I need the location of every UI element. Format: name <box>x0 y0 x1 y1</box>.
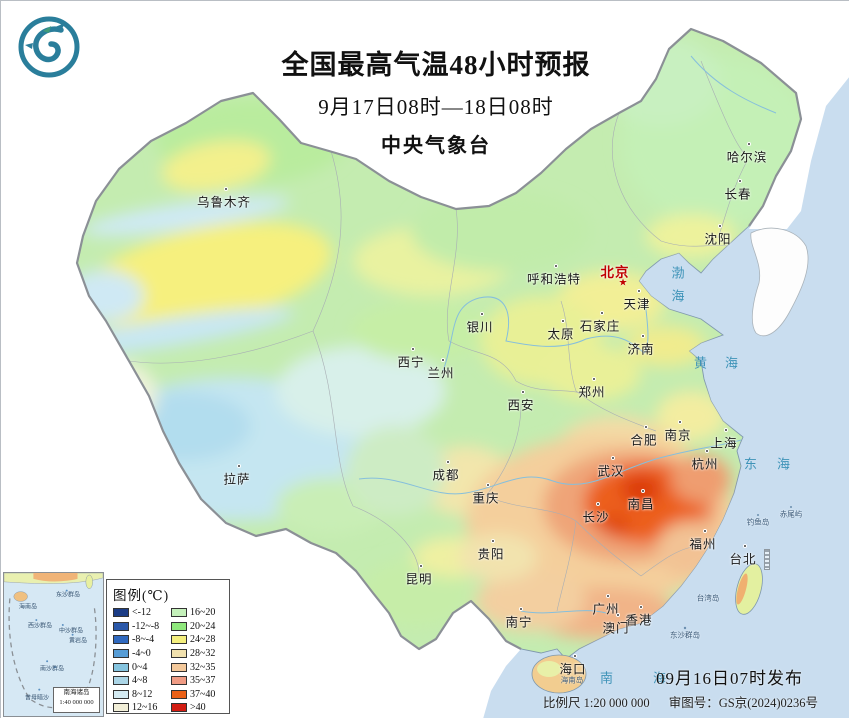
legend-swatch <box>171 608 187 618</box>
inset-island-label: 东沙群岛 <box>55 592 81 599</box>
legend-label: -4~0 <box>132 648 151 660</box>
inset-island-label: 西沙群岛 <box>27 623 53 630</box>
inset-island-label: 海南岛 <box>18 604 38 611</box>
forecast-period: 9月17日08时—18日08时 <box>318 94 554 119</box>
legend-label: -8~-4 <box>132 634 155 646</box>
legend-swatch <box>171 703 187 713</box>
legend-label: 32~35 <box>190 661 216 673</box>
taiwan-island <box>735 563 763 615</box>
inset-scale-box: 南海诸岛 1:40 000 000 <box>53 687 100 713</box>
cma-dragon-logo <box>18 16 80 78</box>
rivers <box>358 55 777 614</box>
legend-swatch <box>113 649 129 659</box>
legend-swatch <box>113 635 129 645</box>
legend-swatch <box>113 703 129 713</box>
legend-label: 8~12 <box>132 688 153 700</box>
territory-hatch-marker <box>764 549 770 570</box>
legend-swatch <box>171 649 187 659</box>
temperature-shading <box>77 36 801 639</box>
hainan-island <box>531 654 587 694</box>
legend-swatch <box>113 662 129 672</box>
province-borders <box>128 60 748 612</box>
legend-label: 35~37 <box>190 675 216 687</box>
legend-item: 35~37 <box>171 674 227 688</box>
legend-label: 24~28 <box>190 634 216 646</box>
map-footer: 比例尺 1:20 000 000 审图号：GS京(2024)0236号 <box>543 692 843 711</box>
legend-label: 16~20 <box>190 607 216 619</box>
legend-swatch <box>171 635 187 645</box>
legend-item: 28~32 <box>171 647 227 661</box>
legend-item: 37~40 <box>171 688 227 702</box>
legend-items: <-12 -12~-8 -8~-4 -4~0 0~4 4~8 8~12 12~16 16~20 2… <box>113 606 224 715</box>
legend-item: >40 <box>171 701 227 715</box>
legend-item: -4~0 <box>113 647 169 661</box>
scale-text: 比例尺 1:20 000 000 <box>543 696 650 710</box>
legend-label: 0~4 <box>132 661 148 673</box>
legend-item: 0~4 <box>113 660 169 674</box>
legend-swatch <box>113 689 129 699</box>
inset-scale: 1:40 000 000 <box>59 698 94 706</box>
legend-swatch <box>113 608 129 618</box>
island-dots <box>683 506 792 630</box>
legend-label: 37~40 <box>190 688 216 700</box>
legend-swatch <box>113 621 129 631</box>
legend-item: 8~12 <box>113 688 169 702</box>
page-title: 全国最高气温48小时预报 <box>281 50 591 80</box>
legend-title: 图例(℃) <box>113 588 170 603</box>
international-border <box>75 27 803 651</box>
inset-island-label: 中沙群岛 <box>58 628 84 635</box>
legend-label: 20~24 <box>190 620 216 632</box>
legend-item: 24~28 <box>171 633 227 647</box>
inset-title: 南海诸岛 <box>63 689 90 696</box>
legend-item: 32~35 <box>171 660 227 674</box>
legend-swatch <box>171 676 187 686</box>
legend-swatch <box>171 621 187 631</box>
legend-label: >40 <box>190 702 206 714</box>
legend-swatch <box>171 662 187 672</box>
legend-label: 4~8 <box>132 675 148 687</box>
legend-label: 12~16 <box>132 702 158 714</box>
legend-item: -8~-4 <box>113 633 169 647</box>
legend-swatch <box>171 689 187 699</box>
issue-time: 09月16日07时发布 <box>656 669 803 688</box>
temperature-legend: 图例(℃) <-12 -12~-8 -8~-4 -4~0 0~4 4~8 8~12 12~16… <box>106 579 230 714</box>
legend-item: 4~8 <box>113 674 169 688</box>
inset-island-label: 黄岩岛 <box>68 638 88 645</box>
legend-item: 20~24 <box>171 620 227 634</box>
legend-label: <-12 <box>132 607 151 619</box>
legend-item: <-12 <box>113 606 169 620</box>
legend-label: 28~32 <box>190 648 216 660</box>
legend-item: -12~-8 <box>113 620 169 634</box>
inset-island-label: 曾母暗沙 <box>24 695 50 702</box>
title-block: 全国最高气温48小时预报 9月17日08时—18日08时 中央气象台 <box>226 49 646 158</box>
agency-name: 中央气象台 <box>381 134 491 157</box>
legend-label: -12~-8 <box>132 620 160 632</box>
legend-swatch <box>113 676 129 686</box>
inset-island-label: 南沙群岛 <box>39 666 65 673</box>
korea-land <box>750 227 809 337</box>
legend-item: 16~20 <box>171 606 227 620</box>
legend-item: 12~16 <box>113 701 169 715</box>
south-china-sea-inset: 东沙群岛海南岛西沙群岛 中沙群岛黄岩岛南沙群岛曾母暗沙 南海诸岛 1:40 000… <box>3 572 104 717</box>
approval-number: 审图号：GS京(2024)0236号 <box>668 696 819 710</box>
